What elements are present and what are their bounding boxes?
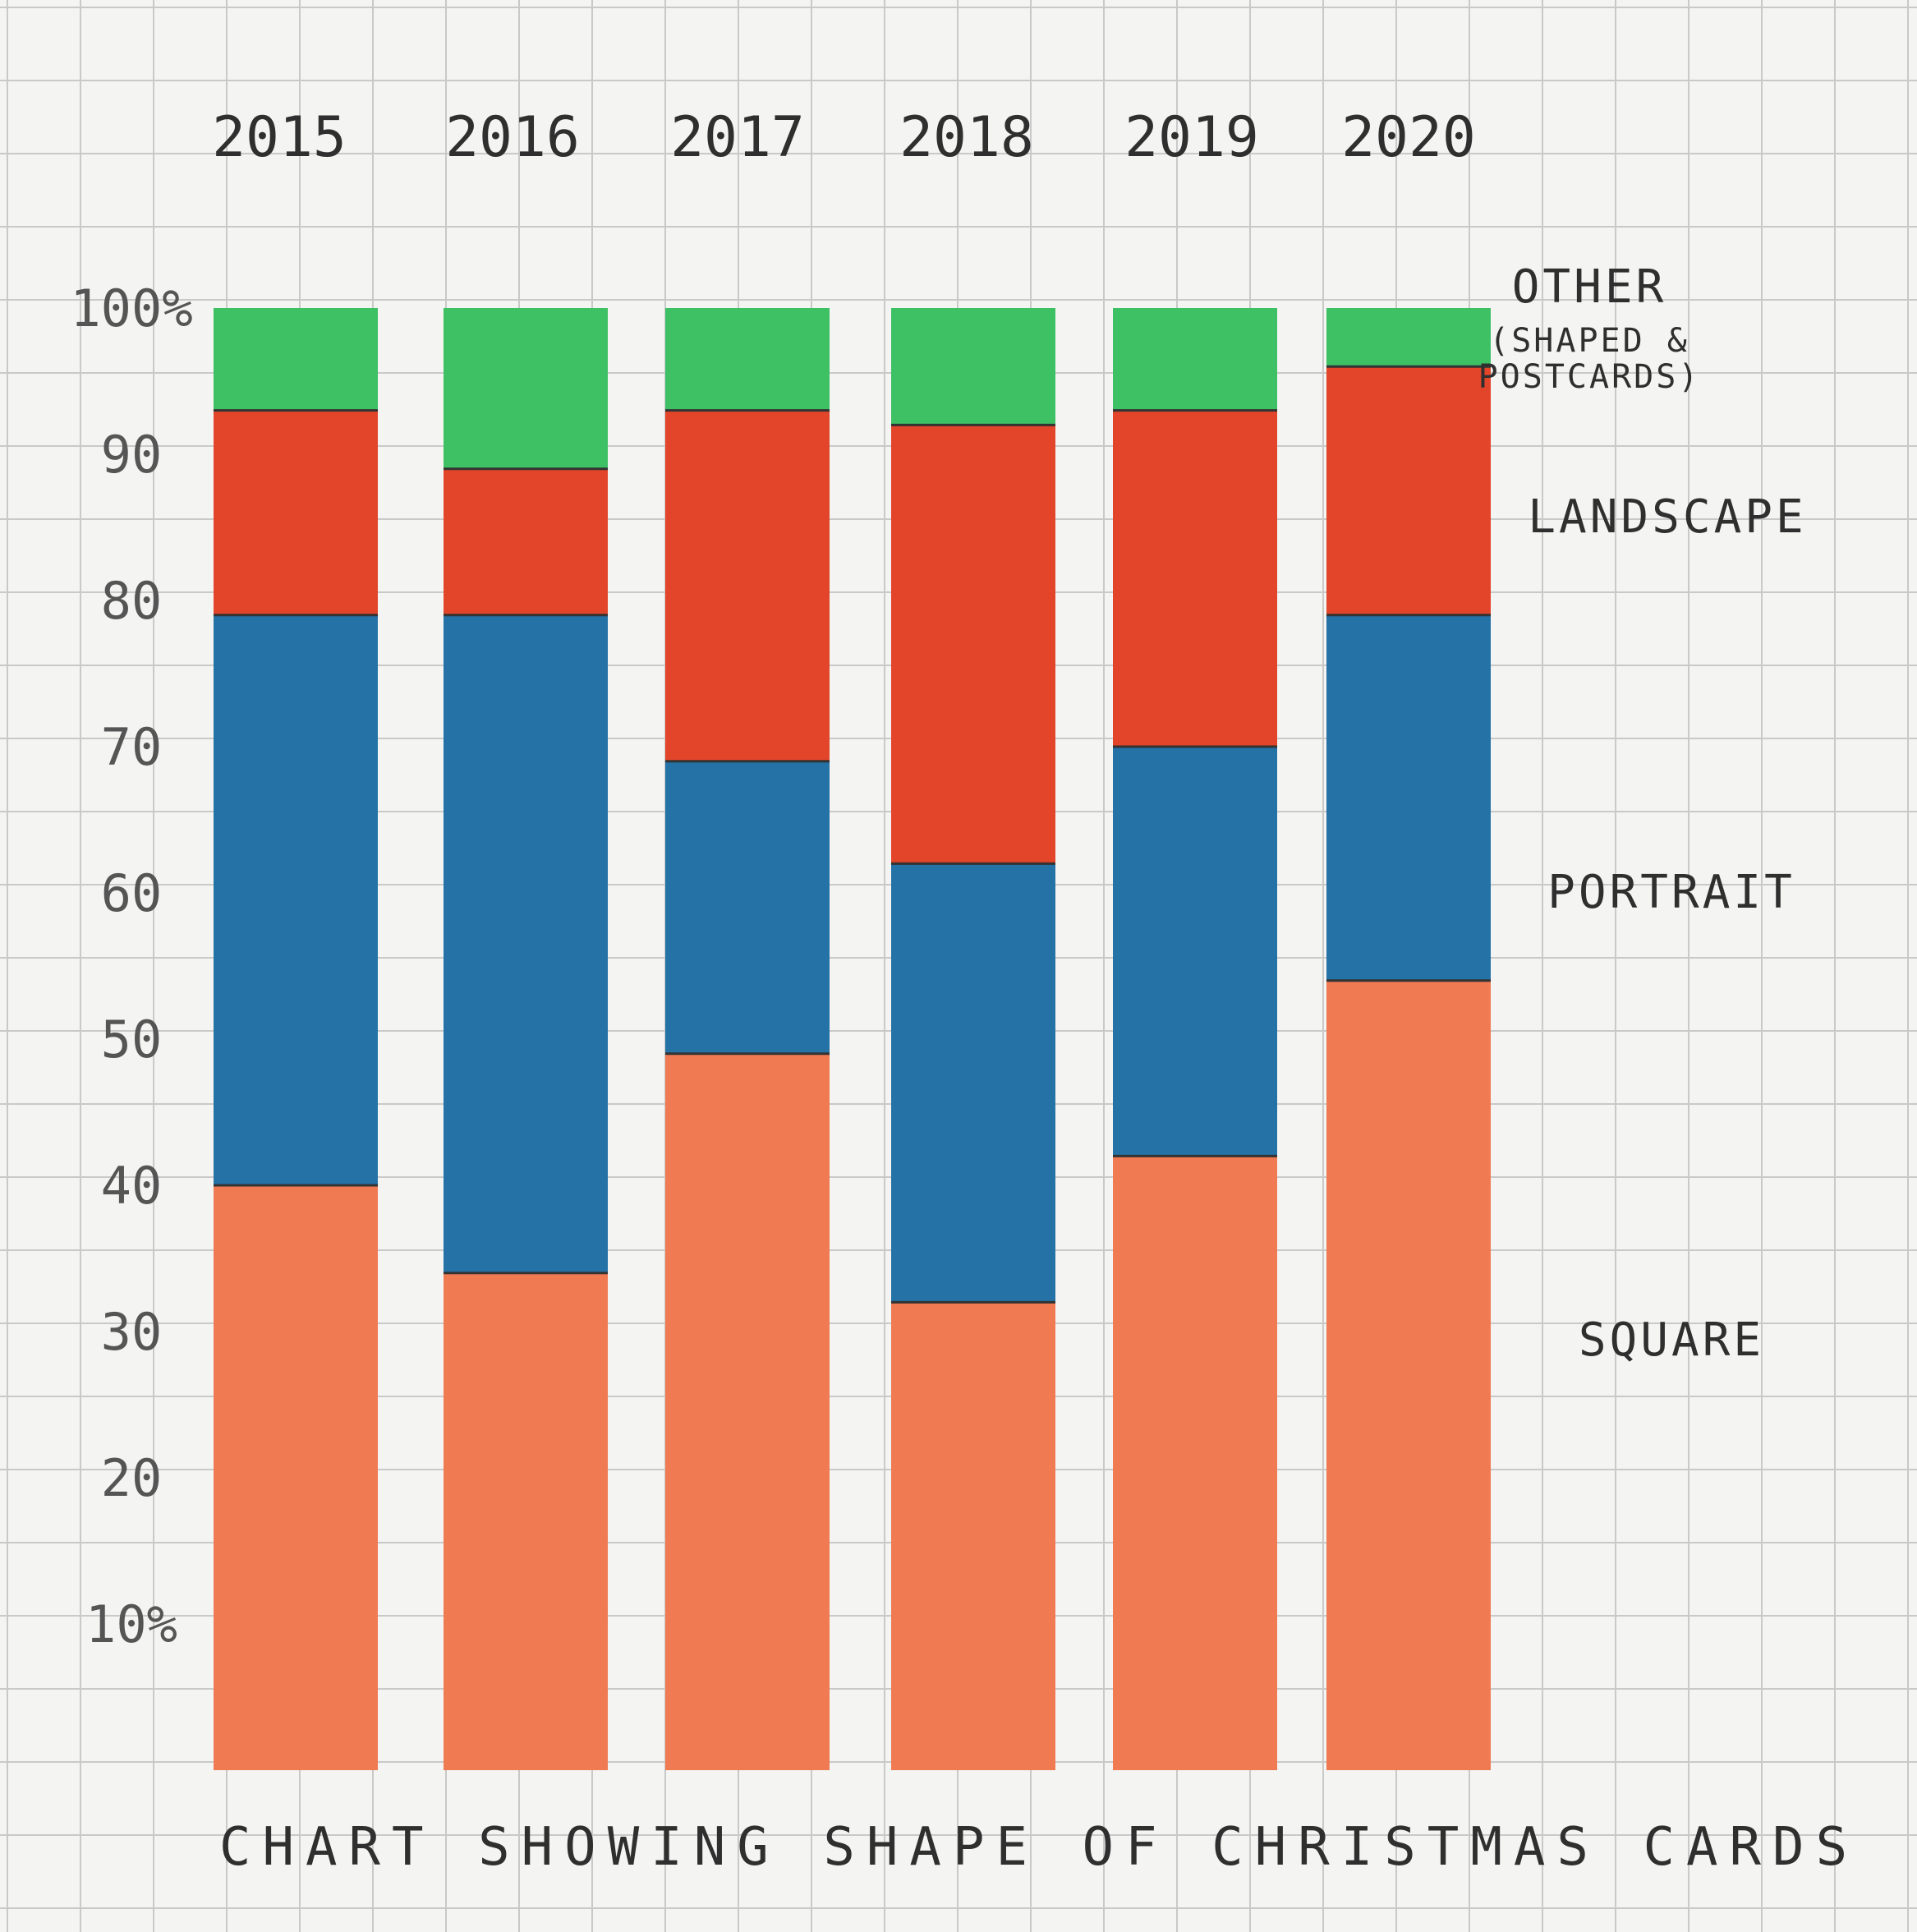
bar-segment-2019-portrait: [1113, 747, 1277, 1157]
x-category-label: 2017: [670, 105, 805, 170]
y-tick-label: 40: [101, 1156, 163, 1216]
bar-segment-2017-other: [665, 308, 830, 411]
bar-segment-2016-other: [444, 308, 608, 469]
y-tick-label: 20: [101, 1448, 163, 1508]
bar-segment-2018-other: [891, 308, 1055, 426]
bar-segment-2019-square: [1113, 1156, 1277, 1770]
bar-segment-2020-square: [1326, 980, 1491, 1770]
legend-label-other: OTHER: [1512, 260, 1667, 314]
bar-segment-2018-square: [891, 1302, 1055, 1770]
legend-label-other-postcards: POSTCARDS): [1478, 358, 1701, 396]
x-category-label: 2018: [899, 105, 1034, 170]
bar-segment-2017-portrait: [665, 761, 830, 1054]
x-category-label: 2019: [1124, 105, 1259, 170]
bar-segment-2020-portrait: [1326, 614, 1491, 981]
legend-label-landscape: LANDSCAPE: [1528, 490, 1806, 544]
bar-segment-2018-landscape: [891, 425, 1055, 864]
chart-title: CHART SHOWING SHAPE OF CHRISTMAS CARDS: [219, 1817, 1859, 1878]
legend-label-other-shaped: (SHAPED &: [1489, 322, 1689, 360]
y-tick-label: 70: [101, 717, 163, 777]
y-tick-label: 10%: [85, 1594, 177, 1654]
legend-label-square: SQUARE: [1579, 1313, 1764, 1367]
x-category-label: 2016: [445, 105, 580, 170]
bar-segment-2016-landscape: [444, 468, 608, 615]
y-tick-label: 60: [101, 863, 163, 923]
bar-segment-2019-landscape: [1113, 410, 1277, 747]
bar-segment-2016-portrait: [444, 614, 608, 1273]
y-tick-label: 90: [101, 425, 163, 485]
y-tick-label: 50: [101, 1010, 163, 1070]
bar-segment-2019-other: [1113, 308, 1277, 411]
legend-label-portrait: PORTRAIT: [1547, 866, 1795, 919]
bar-segment-2015-square: [214, 1185, 378, 1770]
bar-segment-2016-square: [444, 1272, 608, 1770]
y-tick-label: 80: [101, 571, 163, 631]
bar-segment-2015-other: [214, 308, 378, 411]
y-tick-label: 100%: [70, 278, 192, 338]
bar-segment-2017-square: [665, 1053, 830, 1770]
bar-segment-2015-landscape: [214, 410, 378, 615]
bar-segment-2020-other: [1326, 308, 1491, 367]
bar-segment-2020-landscape: [1326, 366, 1491, 615]
bar-segment-2015-portrait: [214, 614, 378, 1185]
y-tick-label: 30: [101, 1302, 163, 1362]
bar-segment-2018-portrait: [891, 863, 1055, 1303]
bar-segment-2017-landscape: [665, 410, 830, 761]
x-category-label: 2020: [1341, 105, 1476, 170]
x-category-label: 2015: [212, 105, 347, 170]
